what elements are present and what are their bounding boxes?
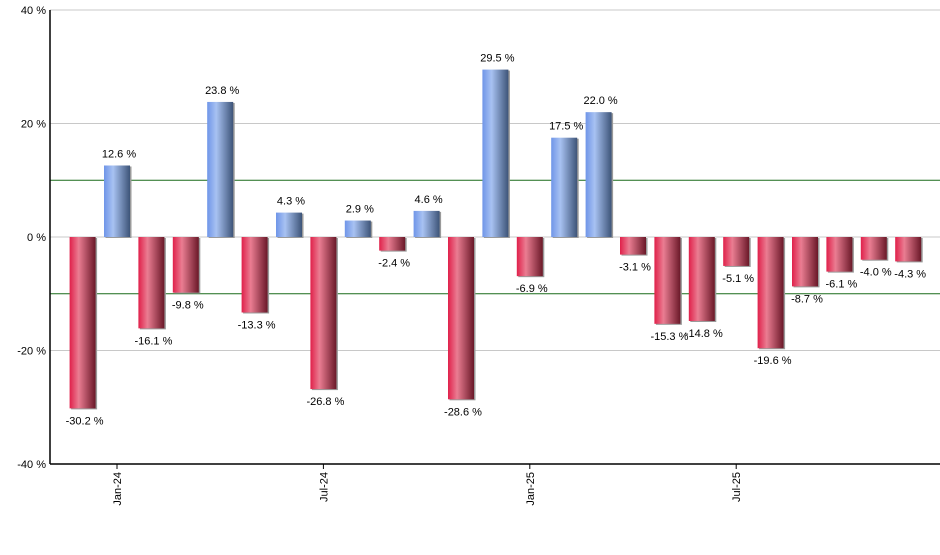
bar (482, 69, 509, 238)
bar (551, 137, 578, 237)
bar (826, 237, 853, 272)
y-tick-label: -20 % (17, 346, 46, 358)
bar (138, 237, 165, 329)
bar (757, 237, 784, 349)
x-tick-label: Jul-24 (318, 472, 330, 502)
bar (276, 212, 302, 237)
data-label: -8.7 % (791, 293, 823, 305)
y-tick-label: 40 % (21, 5, 46, 17)
bar (448, 237, 474, 400)
data-label: -4.3 % (894, 268, 926, 280)
data-label: 17.5 % (549, 121, 583, 133)
bar (172, 237, 199, 293)
bar (413, 210, 440, 237)
data-label: 2.9 % (346, 204, 374, 216)
data-label: -9.8 % (172, 300, 204, 312)
data-label: -28.6 % (444, 406, 482, 418)
bar (310, 237, 337, 390)
data-label: -15.3 % (650, 331, 688, 343)
data-label: -26.8 % (306, 396, 344, 408)
bar (688, 237, 715, 321)
bar (860, 237, 887, 260)
data-label: 4.3 % (277, 196, 305, 208)
bar (723, 237, 750, 266)
bar (241, 237, 268, 313)
data-label: -5.1 % (722, 273, 754, 285)
bar (585, 112, 612, 237)
data-label: 22.0 % (583, 95, 617, 107)
x-tick-label: Jul-25 (731, 472, 743, 502)
bar (379, 237, 406, 251)
y-tick-label: 0 % (27, 232, 46, 244)
data-label: -6.9 % (516, 283, 548, 295)
bar (344, 220, 371, 237)
data-label: -30.2 % (66, 415, 104, 427)
data-label: -2.4 % (378, 258, 410, 270)
data-label: -13.3 % (238, 319, 276, 331)
data-label: -19.6 % (754, 355, 792, 367)
bar (895, 237, 922, 262)
data-label: 29.5 % (480, 53, 514, 65)
x-tick-label: Jan-24 (112, 472, 124, 506)
data-label: -16.1 % (134, 335, 172, 347)
bar (654, 237, 681, 324)
data-label: -3.1 % (619, 262, 651, 274)
y-tick-label: -40 % (17, 459, 46, 471)
data-label: -14.8 % (685, 328, 723, 340)
data-label: 12.6 % (102, 148, 136, 160)
data-label: -4.0 % (860, 267, 892, 279)
y-tick-label: 20 % (21, 119, 46, 131)
bar (792, 237, 818, 287)
bar (620, 237, 646, 255)
bar (207, 101, 234, 237)
data-label: 4.6 % (415, 194, 443, 206)
data-label: 23.8 % (205, 85, 239, 97)
bar (516, 237, 543, 277)
bar (69, 237, 96, 409)
data-label: -6.1 % (826, 279, 858, 291)
bar (104, 165, 130, 237)
x-tick-label: Jan-25 (525, 472, 537, 506)
